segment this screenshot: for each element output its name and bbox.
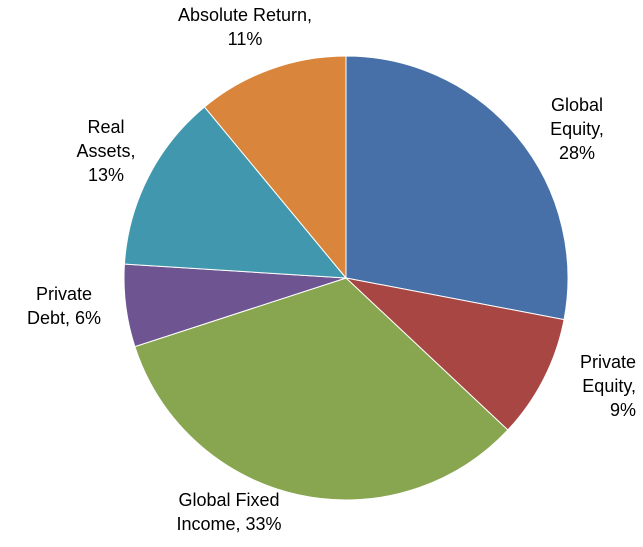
pie-slice <box>203 55 347 280</box>
slice-label: Global Fixed Income, 33% <box>176 490 281 534</box>
slice-label: Private Debt, 6% <box>27 284 101 328</box>
slice-label: Private Equity, 9% <box>580 352 636 420</box>
pie-slice <box>123 106 348 279</box>
slice-label: Global Equity, 28% <box>550 95 604 163</box>
pie-slice <box>134 277 509 501</box>
slice-label: Real Assets, 13% <box>76 117 135 185</box>
slice-label: Absolute Return, 11% <box>178 5 312 49</box>
pie-slice <box>345 55 569 321</box>
pie-slice <box>344 277 565 431</box>
